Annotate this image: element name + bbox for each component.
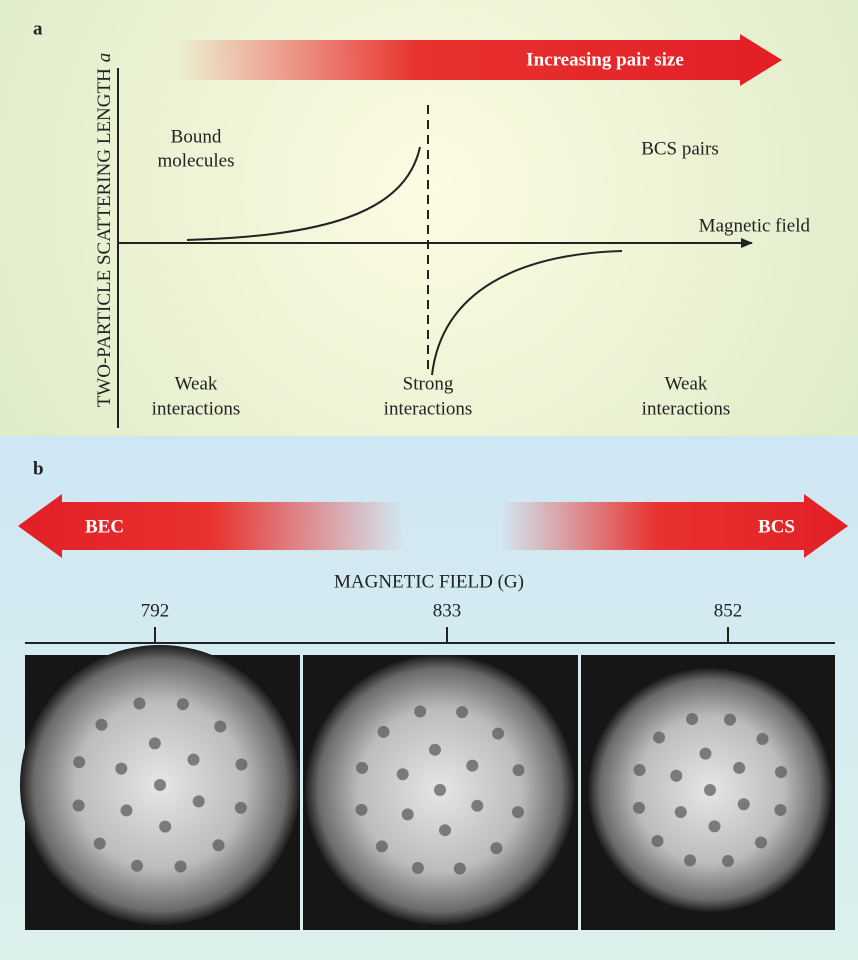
region-label: BCS pairs <box>641 138 719 159</box>
vortex <box>95 719 107 731</box>
vortex <box>633 802 645 814</box>
vortex <box>733 762 745 774</box>
vortex <box>193 795 205 807</box>
vortex <box>709 820 721 832</box>
vortex <box>177 698 189 710</box>
region-label: molecules <box>157 150 234 171</box>
bec-arrow <box>18 494 405 558</box>
panel-label: a <box>33 18 43 39</box>
figure: a Increasing pair size TWO-PARTICLE SCAT… <box>0 0 858 960</box>
vortex <box>94 838 106 850</box>
vortex <box>429 744 441 756</box>
bcs-arrow <box>500 494 848 558</box>
vortex <box>675 806 687 818</box>
vortex <box>722 855 734 867</box>
vortex <box>512 806 524 818</box>
vortex <box>73 800 85 812</box>
vortex <box>414 705 426 717</box>
x-axis-label: Magnetic field <box>699 215 811 236</box>
vortex <box>684 854 696 866</box>
region-label: interactions <box>642 398 731 419</box>
vortex <box>235 802 247 814</box>
y-axis-symbol: a <box>94 53 115 63</box>
vortex <box>699 748 711 760</box>
vortex <box>235 758 247 770</box>
vortex <box>188 754 200 766</box>
vortex <box>120 804 132 816</box>
vortex <box>755 837 767 849</box>
vortex <box>412 862 424 874</box>
vortex <box>214 720 226 732</box>
vortex <box>175 860 187 872</box>
arrow-label: BCS <box>758 516 795 537</box>
region-label: interactions <box>384 398 473 419</box>
vortex <box>757 733 769 745</box>
vortex <box>376 840 388 852</box>
region-label: Bound <box>171 126 222 147</box>
axis-label: MAGNETIC FIELD (G) <box>334 571 524 592</box>
images <box>20 645 835 930</box>
vortex <box>724 714 736 726</box>
panel-label: b <box>33 458 44 479</box>
vortex <box>634 764 646 776</box>
vortex <box>402 808 414 820</box>
tick-label: 792 <box>141 600 170 621</box>
vortex <box>439 824 451 836</box>
vortex <box>378 726 390 738</box>
vortex <box>704 784 716 796</box>
vortex <box>131 860 143 872</box>
vortex <box>492 728 504 740</box>
vortex <box>154 779 166 791</box>
pair-size-arrow <box>175 34 782 86</box>
region-label: Weak <box>175 373 218 394</box>
vortex <box>149 737 161 749</box>
vortex <box>213 839 225 851</box>
vortex <box>397 768 409 780</box>
vortex <box>651 835 663 847</box>
vortex <box>686 713 698 725</box>
tick-label: 852 <box>714 600 743 621</box>
arrow-label: Increasing pair size <box>526 49 684 70</box>
vortex <box>73 756 85 768</box>
vortex <box>159 821 171 833</box>
y-axis-label: TWO-PARTICLE SCATTERING LENGTH a <box>94 53 115 408</box>
region-label: interactions <box>152 398 241 419</box>
vortex <box>454 863 466 875</box>
vortex <box>775 766 787 778</box>
vortex <box>738 798 750 810</box>
tick-label: 833 <box>433 600 462 621</box>
vortex <box>355 804 367 816</box>
vortex <box>133 698 145 710</box>
vortex <box>513 764 525 776</box>
vortex <box>434 784 446 796</box>
vortex <box>490 842 502 854</box>
vortex <box>466 760 478 772</box>
arrow-label: BEC <box>85 516 124 537</box>
vortex <box>456 706 468 718</box>
y-axis-label-text: TWO-PARTICLE SCATTERING LENGTH <box>94 68 115 407</box>
region-label: Strong <box>403 373 454 394</box>
vortex <box>774 804 786 816</box>
region-label: Weak <box>665 373 708 394</box>
vortex <box>115 763 127 775</box>
vortex <box>356 762 368 774</box>
vortex <box>471 800 483 812</box>
vortex <box>653 731 665 743</box>
vortex <box>670 770 682 782</box>
